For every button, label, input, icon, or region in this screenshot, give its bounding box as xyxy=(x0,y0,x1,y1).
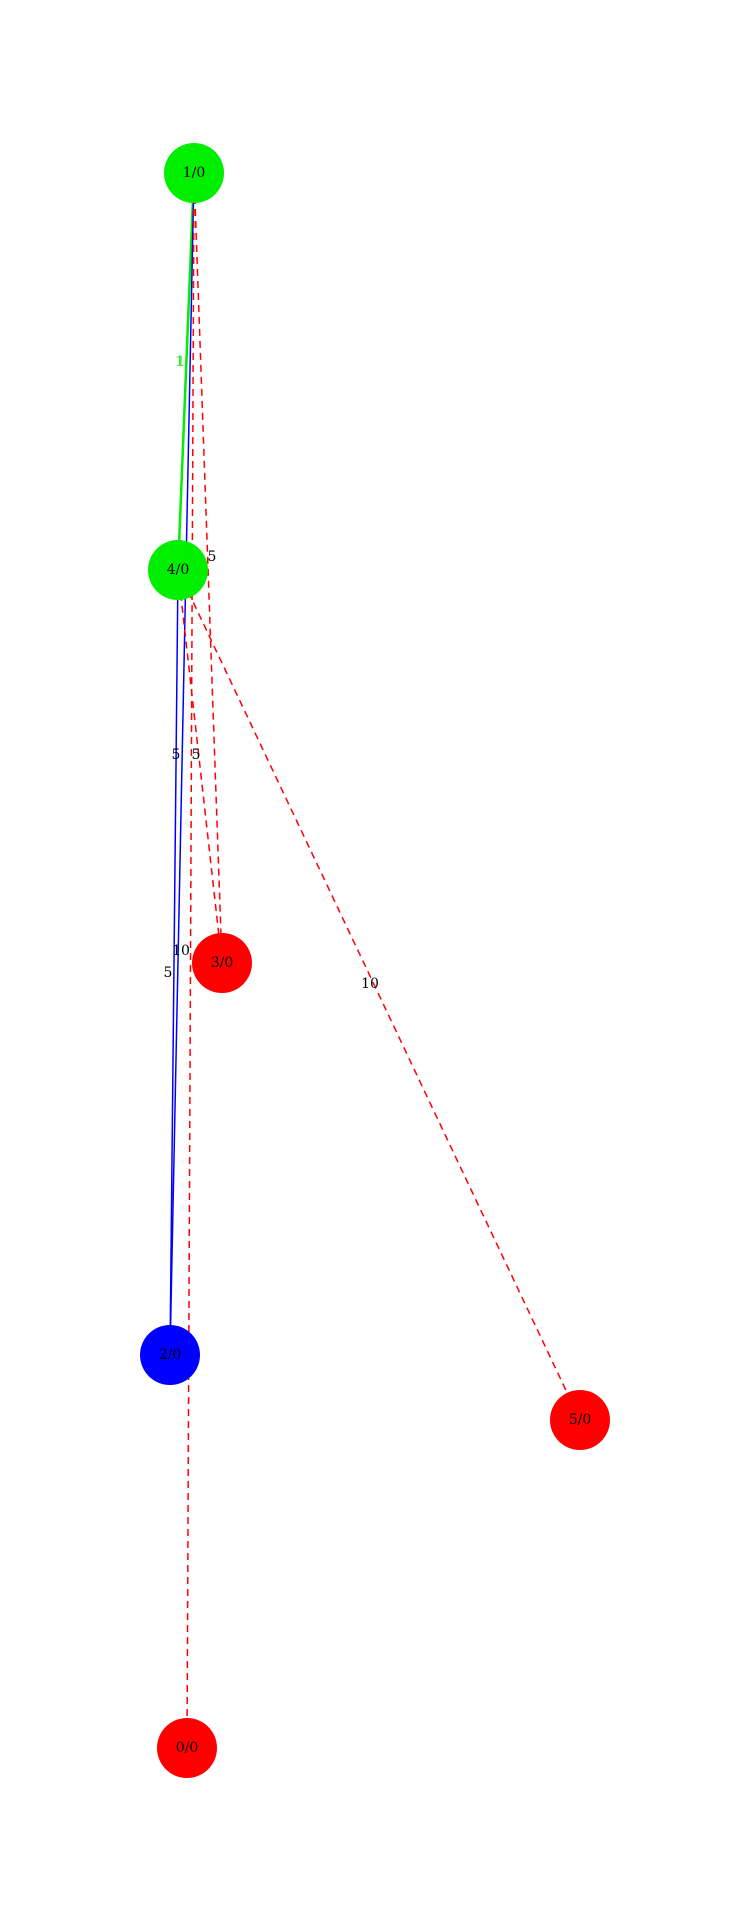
node-label-5: 5/0 xyxy=(569,1412,592,1428)
node-0: 0/0 xyxy=(157,1718,217,1778)
node-1: 1/0 xyxy=(164,143,224,203)
edge-label-4-3: 5 xyxy=(164,965,173,981)
node-label-1: 1/0 xyxy=(183,165,206,181)
node-2: 2/0 xyxy=(140,1325,200,1385)
node-circle-0 xyxy=(157,1718,217,1778)
node-3: 3/0 xyxy=(192,933,252,993)
node-label-3: 3/0 xyxy=(211,955,234,971)
edge-4-2 xyxy=(169,569,179,1356)
node-label-2: 2/0 xyxy=(159,1347,182,1363)
edge-1-4 xyxy=(176,172,196,571)
nodes-layer: 1/0 4/0 3/0 2/0 5/0 0/0 xyxy=(140,143,610,1778)
node-5: 5/0 xyxy=(550,1390,610,1450)
edge-4-5 xyxy=(177,569,581,1421)
edge-label-1-2: 5 xyxy=(208,549,217,565)
node-circle-4 xyxy=(148,540,208,600)
node-circle-2 xyxy=(140,1325,200,1385)
edge-1-2 xyxy=(169,172,195,1356)
node-circle-5 xyxy=(550,1390,610,1450)
node-label-4: 4/0 xyxy=(167,562,190,578)
node-circle-1 xyxy=(164,143,224,203)
edge-label-1-4: 1 xyxy=(175,354,185,370)
edge-label-1-3: 5 xyxy=(192,747,201,763)
edge-label-4-2: 5 xyxy=(172,747,181,763)
node-label-0: 0/0 xyxy=(176,1740,199,1756)
edge-label-1-0: 10 xyxy=(172,943,190,959)
edge-label-4-5: 10 xyxy=(361,976,379,992)
edge-4-3 xyxy=(177,569,223,964)
node-circle-3 xyxy=(192,933,252,993)
edges-layer xyxy=(169,172,581,1749)
edge-1-0 xyxy=(186,172,195,1749)
node-4: 4/0 xyxy=(148,540,208,600)
